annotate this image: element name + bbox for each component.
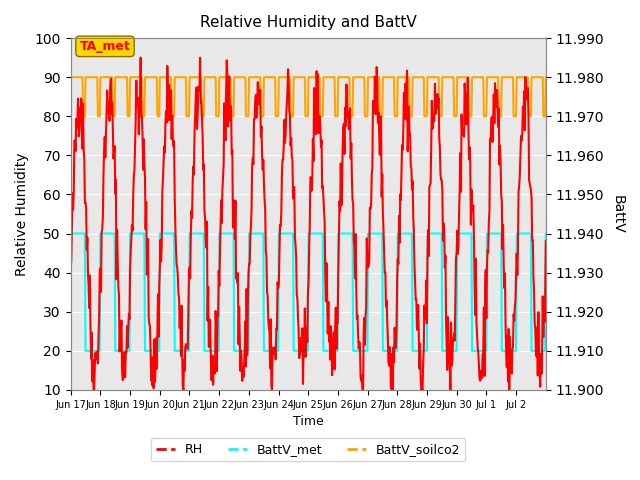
X-axis label: Time: Time [293,415,324,428]
Text: TA_met: TA_met [79,40,131,53]
Title: Relative Humidity and BattV: Relative Humidity and BattV [200,15,417,30]
Y-axis label: BattV: BattV [611,195,625,233]
Legend: RH, BattV_met, BattV_soilco2: RH, BattV_met, BattV_soilco2 [151,438,465,461]
Y-axis label: Relative Humidity: Relative Humidity [15,152,29,276]
